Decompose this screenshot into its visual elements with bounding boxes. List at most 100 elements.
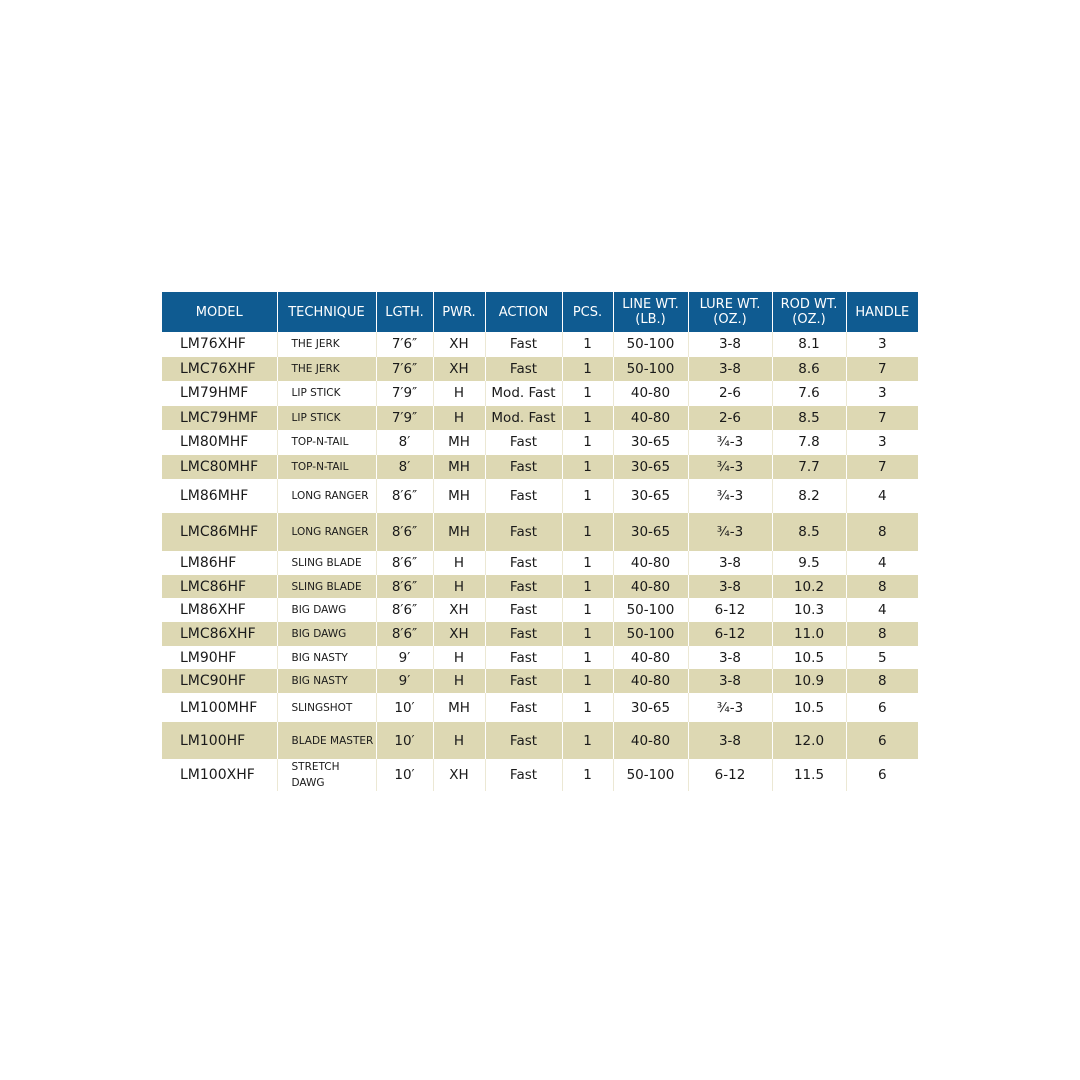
table-row: LMC90HF BIG NASTY 9′ H Fast 1 40-80 3-8 10.9 8	[162, 669, 918, 693]
cell-line-weight: 30-65	[613, 430, 689, 455]
cell-action: Fast	[485, 513, 563, 551]
cell-line-weight: 50-100	[613, 332, 689, 357]
cell-action: Fast	[485, 759, 563, 791]
cell-model: LM86HF	[162, 551, 278, 575]
cell-rod-weight: 10.5	[772, 646, 847, 669]
cell-technique: SLING BLADE	[277, 575, 377, 598]
table-row: LM100HF BLADE MASTER 10′ H Fast 1 40-80 3-8 12.0…	[162, 722, 918, 759]
table-row: LM90HF BIG NASTY 9′ H Fast 1 40-80 3-8 10.5 5	[162, 646, 918, 669]
cell-length: 8′	[376, 454, 434, 479]
cell-action: Fast	[485, 575, 563, 598]
cell-rod-weight: 11.0	[772, 622, 847, 646]
cell-pieces: 1	[562, 356, 614, 381]
table-row: LMC79HMF LIP STICK 7′9″ H Mod. Fast 1 40-80 2-6…	[162, 405, 918, 430]
cell-action: Fast	[485, 693, 563, 722]
cell-power: H	[433, 575, 486, 598]
table-row: LM80MHF TOP-N-TAIL 8′ MH Fast 1 30-65 ¾-3 7.8 3	[162, 430, 918, 455]
cell-power: H	[433, 405, 486, 430]
cell-action: Mod. Fast	[485, 381, 563, 406]
cell-model: LMC86HF	[162, 575, 278, 598]
header-handle: HANDLE	[846, 292, 918, 332]
cell-power: XH	[433, 356, 486, 381]
cell-technique: SLING BLADE	[277, 551, 377, 575]
cell-pieces: 1	[562, 622, 614, 646]
cell-lure-weight: ¾-3	[688, 513, 773, 551]
cell-technique: TOP-N-TAIL	[277, 430, 377, 455]
cell-technique: LIP STICK	[277, 405, 377, 430]
header-action: ACTION	[485, 292, 563, 332]
cell-action: Fast	[485, 551, 563, 575]
cell-handle: 4	[877, 602, 887, 618]
header-line-weight: LINE WT. (LB.)	[613, 292, 689, 332]
cell-technique: THE JERK	[277, 332, 377, 357]
cell-line-weight: 40-80	[613, 381, 689, 406]
table-row: LM86HF SLING BLADE 8′6″ H Fast 1 40-80 3-8 9.5 4	[162, 551, 918, 575]
cell-pieces: 1	[562, 646, 614, 669]
cell-power: MH	[433, 513, 486, 551]
cell-model: LMC86MHF	[162, 513, 278, 551]
table-row: LMC80MHF TOP-N-TAIL 8′ MH Fast 1 30-65 ¾-3 7.7 7	[162, 454, 918, 479]
cell-rod-weight: 7.6	[772, 381, 847, 406]
header-length: LGTH.	[376, 292, 434, 332]
cell-action: Mod. Fast	[485, 405, 563, 430]
cell-technique: STRETCH DAWG	[277, 759, 377, 791]
cell-pieces: 1	[562, 759, 614, 791]
cell-handle: 3	[877, 336, 887, 353]
cell-rod-weight: 8.6	[772, 356, 847, 381]
header-technique: TECHNIQUE	[277, 292, 377, 332]
cell-rod-weight: 12.0	[772, 722, 847, 759]
table-row: LM100MHF SLINGSHOT 10′ MH Fast 1 30-65 ¾-3 10.5 6	[162, 693, 918, 722]
cell-handle: 6	[877, 699, 887, 716]
cell-technique: TOP-N-TAIL	[277, 454, 377, 479]
cell-rod-weight: 7.7	[772, 454, 847, 479]
cell-handle: 6	[846, 722, 918, 759]
cell-line-weight: 40-80	[613, 405, 689, 430]
cell-lure-weight: 6-12	[688, 759, 773, 791]
cell-technique: BIG DAWG	[277, 598, 377, 622]
cell-action: Fast	[485, 622, 563, 646]
cell-model: LM86XHF	[162, 598, 278, 622]
cell-model: LM76XHF	[162, 332, 278, 357]
cell-lure-weight: 3-8	[688, 551, 773, 575]
cell-pieces: 1	[562, 513, 614, 551]
cell-model: LM100XHF	[162, 759, 278, 791]
cell-length: 10′	[376, 759, 434, 791]
header-pieces: PCS.	[562, 292, 614, 332]
cell-length: 10′	[376, 693, 434, 722]
cell-handle: 8	[846, 669, 918, 693]
cell-power: H	[433, 551, 486, 575]
cell-technique: SLINGSHOT	[277, 693, 377, 722]
cell-line-weight: 40-80	[613, 575, 689, 598]
cell-pieces: 1	[562, 454, 614, 479]
cell-line-weight: 30-65	[613, 479, 689, 513]
cell-line-weight: 40-80	[613, 646, 689, 669]
cell-length: 9′	[376, 646, 434, 669]
cell-lure-weight: 3-8	[688, 646, 773, 669]
table-row: LMC86MHF LONG RANGER 8′6″ MH Fast 1 30-65 ¾-3 8.…	[162, 513, 918, 551]
cell-technique: LONG RANGER	[277, 479, 377, 513]
cell-pieces: 1	[562, 479, 614, 513]
header-power: PWR.	[433, 292, 486, 332]
cell-power: XH	[433, 332, 486, 357]
cell-handle: 4	[877, 555, 887, 571]
cell-pieces: 1	[562, 332, 614, 357]
cell-handle: 4	[877, 488, 887, 504]
cell-lure-weight: 3-8	[688, 575, 773, 598]
cell-handle: 8	[846, 575, 918, 598]
cell-pieces: 1	[562, 381, 614, 406]
cell-technique: LIP STICK	[277, 381, 377, 406]
cell-action: Fast	[485, 332, 563, 357]
cell-line-weight: 40-80	[613, 669, 689, 693]
cell-handle: 8	[846, 622, 918, 646]
header-lure-weight: LURE WT. (OZ.)	[688, 292, 773, 332]
cell-technique: BIG NASTY	[277, 669, 377, 693]
cell-pieces: 1	[562, 722, 614, 759]
cell-lure-weight: 2-6	[688, 405, 773, 430]
cell-length: 7′6″	[376, 332, 434, 357]
table-row: LM86MHF LONG RANGER 8′6″ MH Fast 1 30-65 ¾-3 8.2…	[162, 479, 918, 513]
cell-handle: 8	[846, 513, 918, 551]
cell-model: LM90HF	[162, 646, 278, 669]
cell-line-weight: 50-100	[613, 622, 689, 646]
cell-model: LM79HMF	[162, 381, 278, 406]
cell-handle: 3	[877, 385, 887, 402]
